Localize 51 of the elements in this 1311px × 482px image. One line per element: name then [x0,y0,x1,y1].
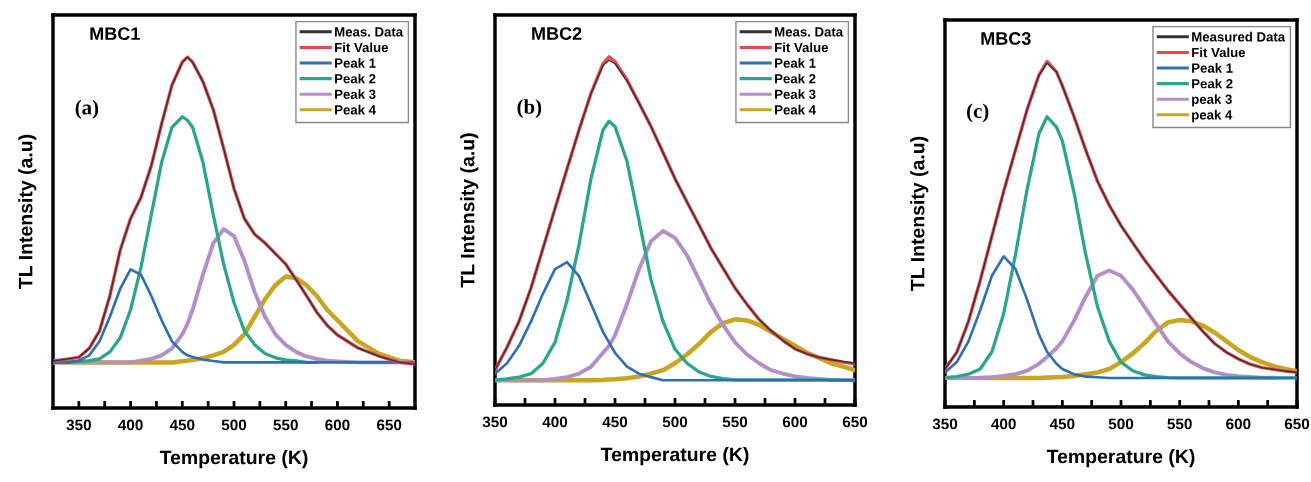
legend-label: Peak 1 [1192,63,1233,73]
x-tick-label: 650 [1284,418,1310,430]
y-axis-title: TL Intensity (a.u) [18,134,37,289]
legend-label: Peak 1 [335,58,376,68]
legend-label: Peak 3 [335,89,376,99]
legend-label: Peak 3 [775,89,816,99]
x-tick-label: 450 [602,416,628,428]
x-tick-label: 350 [482,416,508,428]
x-tick-label: 500 [662,416,688,428]
legend-label: Fit Value [335,42,389,53]
y-axis-title: TL Intensity (a.u) [910,136,929,291]
x-axis-title: Temperature (K) [1046,449,1195,468]
x-tick-label: 600 [1226,418,1251,430]
x-tick-label: 550 [1167,418,1192,430]
x-axis-title: Temperature (K) [159,450,308,469]
legend-label: Meas. Data [335,27,404,37]
x-tick-label: 600 [782,416,808,428]
annotation: (a) [75,99,99,119]
x-tick-label: 400 [118,419,143,431]
legend-label: peak 3 [1192,94,1232,107]
x-tick-label: 400 [542,416,568,428]
y-axis-title: TL Intensity (a.u) [460,133,479,288]
legend-label: Peak 2 [335,73,376,84]
legend-label: Meas. Data [775,27,844,37]
legend-label: peak 4 [1192,109,1233,123]
x-tick-label: 650 [376,419,402,431]
x-tick-label: 350 [66,419,91,431]
x-tick-label: 550 [722,416,748,428]
x-tick-label: 650 [842,416,868,428]
annotation: (c) [967,103,989,123]
legend-label: Peak 2 [775,73,816,84]
x-tick-label: 500 [1108,418,1134,430]
chart-title: MBC1 [90,27,140,41]
chart-title: MBC2 [532,27,582,40]
x-tick-label: 400 [991,418,1016,430]
x-tick-label: 500 [221,419,247,431]
x-tick-label: 450 [169,419,195,431]
annotation: (b) [517,99,542,119]
chart-title: MBC3 [981,32,1031,45]
x-tick-label: 550 [273,419,298,431]
x-tick-label: 600 [325,419,350,431]
legend-label: Fit Value [775,42,829,53]
legend-label: Peak 4 [335,104,376,115]
legend-label: Peak 1 [775,58,816,68]
legend-label: Peak 4 [775,104,816,115]
x-tick-label: 350 [932,418,958,430]
legend-label: Fit Value [1192,47,1246,58]
x-axis-title: Temperature (K) [600,447,749,466]
x-tick-label: 450 [1049,418,1075,430]
legend-label: Measured Data [1192,31,1286,42]
legend-label: Peak 2 [1192,78,1233,89]
